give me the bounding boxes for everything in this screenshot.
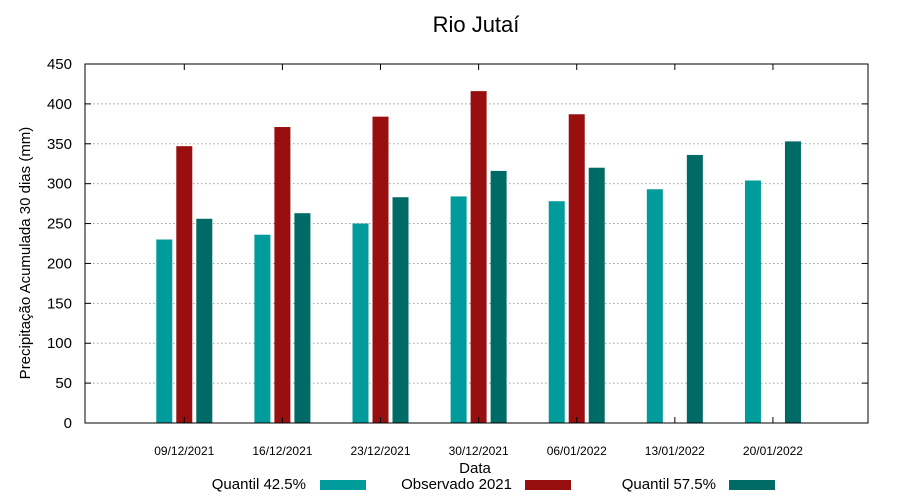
x-tick-label: 09/12/2021: [154, 444, 214, 458]
bar-quantil-57-5--4: [588, 167, 605, 423]
y-tick-label: 300: [47, 176, 72, 193]
y-tick-label: 400: [47, 96, 72, 113]
y-tick-label: 150: [47, 295, 72, 312]
bar-quantil-42-5--3: [450, 196, 467, 423]
bar-quantil-42-5--0: [156, 239, 173, 423]
x-tick-label: 23/12/2021: [350, 444, 410, 458]
legend-swatch: [320, 480, 366, 490]
bar-quantil-42-5--2: [352, 223, 369, 423]
y-tick-label: 50: [55, 375, 72, 392]
legend-label: Quantil 57.5%: [622, 476, 716, 493]
bar-quantil-42-5--1: [254, 234, 271, 423]
x-tick-label: 06/01/2022: [547, 444, 607, 458]
y-tick-label: 250: [47, 216, 72, 233]
bar-quantil-57-5--2: [392, 197, 409, 423]
legend-swatch: [525, 480, 571, 490]
x-axis-ticks: 09/12/2021 16/12/2021 23/12/2021 30/12/2021…: [154, 64, 803, 458]
bar-quantil-42-5--4: [548, 201, 565, 423]
chart-title: Rio Jutaí: [433, 12, 520, 37]
y-tick-label: 100: [47, 335, 72, 352]
x-tick-label: 30/12/2021: [449, 444, 509, 458]
bar-quantil-57-5--5: [686, 154, 703, 424]
y-axis-label: Precipitação Acumulada 30 dias (mm): [17, 127, 34, 380]
y-tick-label: 350: [47, 136, 72, 153]
gridlines: [85, 103, 868, 384]
y-axis-ticks: 0 50 100 150 200 250 300 350 400 450: [47, 56, 868, 432]
bar-observado-2021-1: [274, 127, 291, 423]
bar-observado-2021-2: [372, 116, 389, 424]
x-tick-label: 13/01/2022: [645, 444, 705, 458]
legend: Quantil 42.5% Observado 2021 Quantil 57.5%: [212, 476, 775, 493]
legend-label: Quantil 42.5%: [212, 476, 306, 493]
bar-observado-2021-0: [176, 146, 193, 423]
bar-observado-2021-4: [568, 114, 585, 423]
bars: [156, 91, 801, 424]
x-axis-label: Data: [459, 460, 491, 477]
y-tick-label: 200: [47, 255, 72, 272]
y-tick-label: 450: [47, 56, 72, 73]
legend-label: Observado 2021: [401, 476, 512, 493]
bar-observado-2021-3: [470, 91, 487, 423]
bar-quantil-57-5--0: [196, 218, 213, 423]
bar-quantil-57-5--1: [294, 213, 311, 423]
plot-frame: [84, 63, 869, 424]
legend-swatch: [729, 480, 775, 490]
bar-quantil-42-5--6: [744, 180, 761, 423]
x-tick-label: 20/01/2022: [743, 444, 803, 458]
bar-quantil-42-5--5: [646, 189, 663, 423]
y-tick-label: 0: [64, 415, 72, 432]
bar-quantil-57-5--3: [490, 170, 507, 423]
x-tick-label: 16/12/2021: [252, 444, 312, 458]
bar-quantil-57-5--6: [784, 141, 801, 423]
